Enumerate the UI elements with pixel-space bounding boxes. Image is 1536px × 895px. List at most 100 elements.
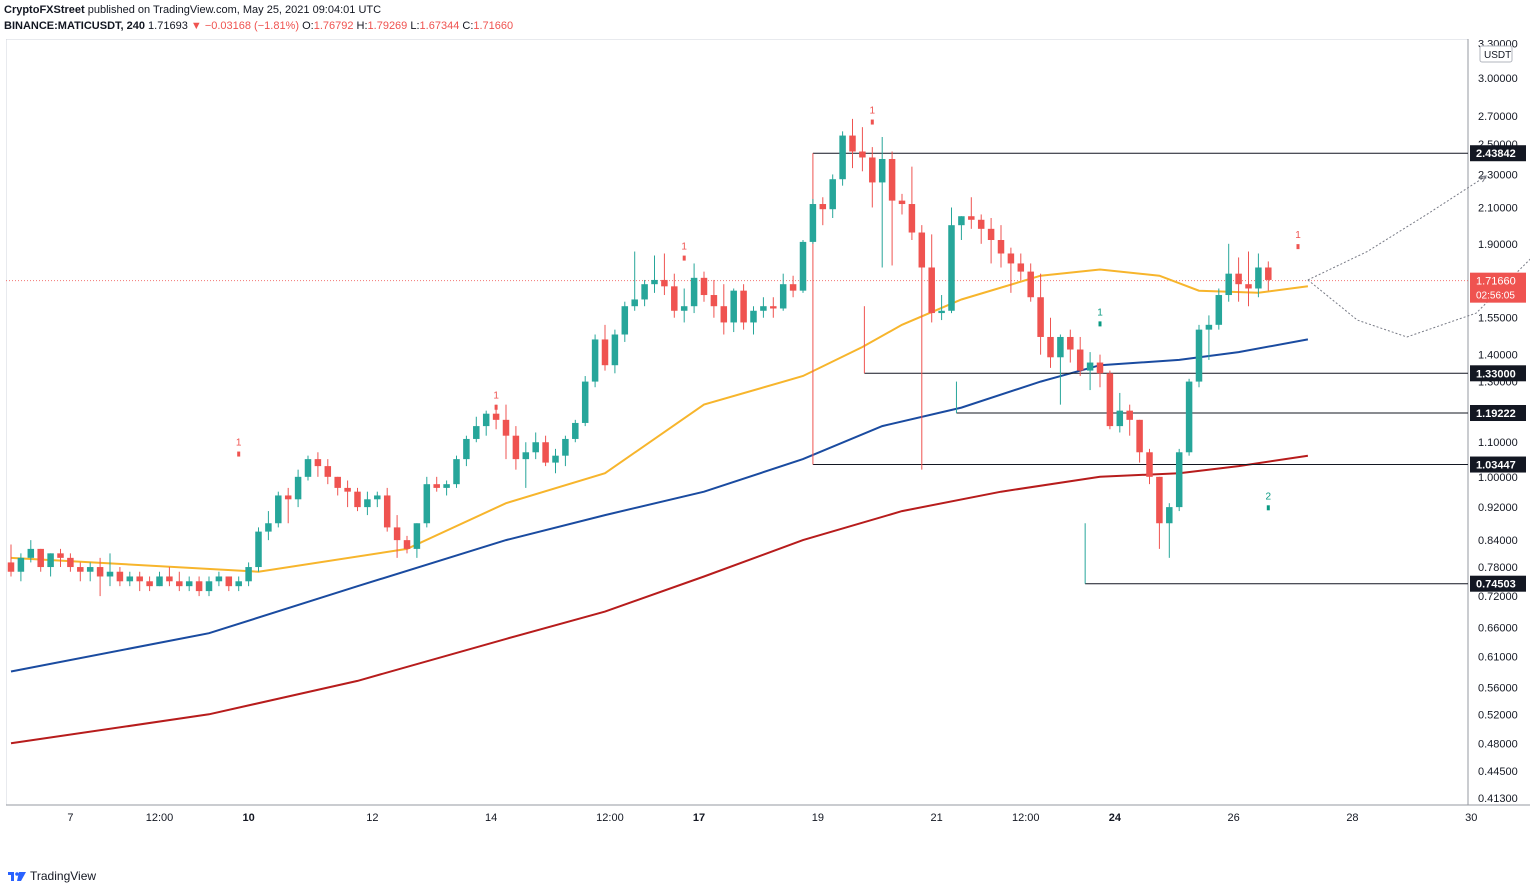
candle [126,571,134,587]
candle-body [314,459,322,467]
candle [77,562,84,582]
candle-body [1205,324,1213,330]
candle [878,136,886,268]
candle [324,459,332,485]
candle-body [532,442,539,453]
candle [1265,261,1272,291]
low-label: L: [410,20,420,32]
candle [265,511,272,541]
x-tick-label: 28 [1346,812,1358,824]
candle-body [512,435,520,460]
candle-body [235,581,242,587]
projection-path-dip [1307,252,1536,338]
sequence-marker-arrow [682,255,686,261]
candle [888,151,896,266]
candle-body [255,531,262,568]
candle [482,410,490,436]
chart-area[interactable]: 3.30000 3.00000 2.70000 2.50000 2.30000 2.100… [5,38,1536,839]
y-tick-label: 1.40000 [1478,350,1518,362]
tradingview-logo-icon[interactable] [8,870,26,882]
candle-body [423,484,431,524]
candle [1136,419,1143,463]
candle [1076,336,1084,377]
candle-body [671,286,678,311]
candle-body [552,455,559,463]
candle [671,273,678,318]
candle-body [1096,362,1104,374]
sequence-marker: 1 [493,391,499,402]
candle-body [908,204,916,233]
candle-body [1185,381,1193,453]
candle [463,435,470,467]
candle-body [799,241,807,291]
y-tick-label: 0.72000 [1478,591,1518,603]
candle-body [562,438,569,456]
level-label: 1.19222 [1476,408,1516,420]
candle [750,306,757,335]
candle-body [205,581,213,592]
candle [819,197,827,226]
publisher-name[interactable]: CryptoFXStreet [4,4,85,16]
candle-body [383,495,391,528]
y-tick-label: 1.10000 [1478,437,1518,449]
footer-brand[interactable]: TradingView [30,869,97,883]
candle [700,271,708,302]
candle [611,329,619,374]
moving-average-orange [10,268,1309,573]
candle [710,279,718,318]
candle-body [195,581,203,592]
candle-body [977,219,985,229]
candle-body [47,553,54,568]
x-tick-label: 24 [1109,812,1122,824]
candle [433,476,440,492]
candle-body [245,567,252,582]
candle [809,198,817,244]
sequence-marker: 2 [1266,491,1272,502]
candle [829,174,836,218]
candle-body [869,157,876,183]
x-tick-label: 12 [366,812,378,824]
moving-average-blue [10,338,1309,673]
candle-body [453,459,460,485]
candle [1215,288,1223,330]
candle-body [958,216,965,226]
candle-body [987,228,995,241]
candle-body [1037,297,1044,337]
candle-body [631,299,638,307]
candle [1175,448,1183,512]
candle-body [176,581,183,587]
candle [799,240,807,293]
candle-body [601,339,609,366]
candle [116,567,124,587]
candle-body [997,240,1005,254]
candle-body [938,310,945,314]
candle-body [1265,267,1272,280]
candle [779,273,787,311]
candle-body [740,290,747,323]
high-value: 1.79269 [367,20,408,32]
candle-body [1235,273,1242,285]
candle-body [1175,452,1183,508]
candle [96,557,104,597]
candle-body [126,576,134,582]
x-tick-label: 19 [812,812,824,824]
candle-body [779,284,787,309]
candle-body [354,491,361,508]
candle [581,376,589,427]
countdown-label: 02:56:05 [1476,291,1515,302]
candle-body [770,306,777,309]
candle-body [680,306,688,311]
candle [849,118,856,169]
candle-body [591,339,599,382]
candle-body [225,576,233,587]
candle [1225,243,1232,302]
candle [86,562,94,582]
candle [720,284,728,335]
candle-body [344,487,351,492]
x-tick-label: 12:00 [596,812,624,824]
price-chart[interactable]: 3.300003.000002.700002.500002.300002.100… [5,38,1536,839]
candle-body [1027,271,1034,298]
projection-path-up [1307,175,1487,281]
sequence-marker: 1 [1295,230,1301,241]
candle-body [651,279,658,285]
